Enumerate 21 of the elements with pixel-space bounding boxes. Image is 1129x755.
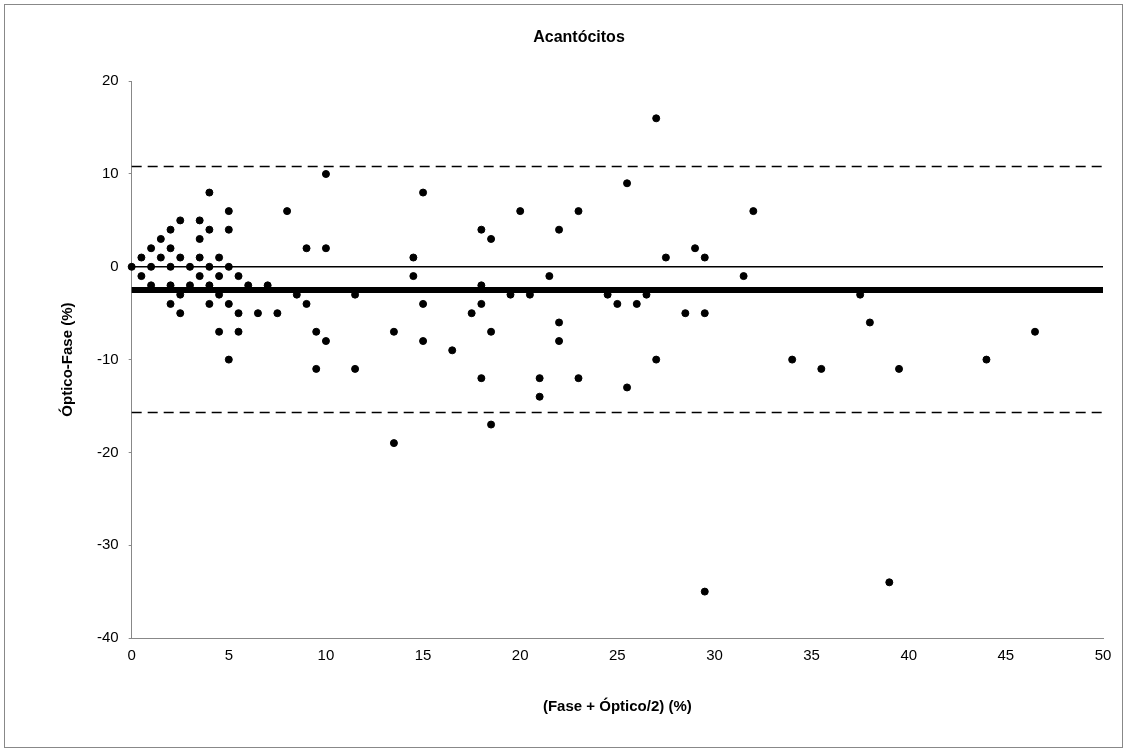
x-tick-label: 5 xyxy=(224,646,233,664)
y-tick-label: -30 xyxy=(96,535,119,553)
y-tick-label: 10 xyxy=(101,164,119,182)
y-tick-label: 0 xyxy=(110,256,119,274)
x-tick-label: 10 xyxy=(317,646,335,664)
x-tick-label: 15 xyxy=(414,646,432,664)
x-tick-label: 25 xyxy=(609,646,626,664)
x-axis-title: (Fase + Óptico/2) (%) xyxy=(542,697,692,715)
y-tick-label: 20 xyxy=(101,71,119,89)
x-tick-label: 0 xyxy=(127,646,136,664)
x-tick-label: 50 xyxy=(1094,646,1112,664)
x-tick-label: 35 xyxy=(803,646,820,664)
y-tick-label: -40 xyxy=(96,628,119,646)
chart-title: Acantócitos xyxy=(533,28,625,46)
y-tick-label: -10 xyxy=(96,349,119,367)
x-tick-label: 30 xyxy=(706,646,723,664)
x-tick-label: 40 xyxy=(900,646,918,664)
y-axis-title: Óptico-Fase (%) xyxy=(58,302,76,417)
x-tick-label: 20 xyxy=(511,646,529,664)
x-tick-label: 45 xyxy=(997,646,1015,664)
y-tick-label: -20 xyxy=(96,442,119,460)
